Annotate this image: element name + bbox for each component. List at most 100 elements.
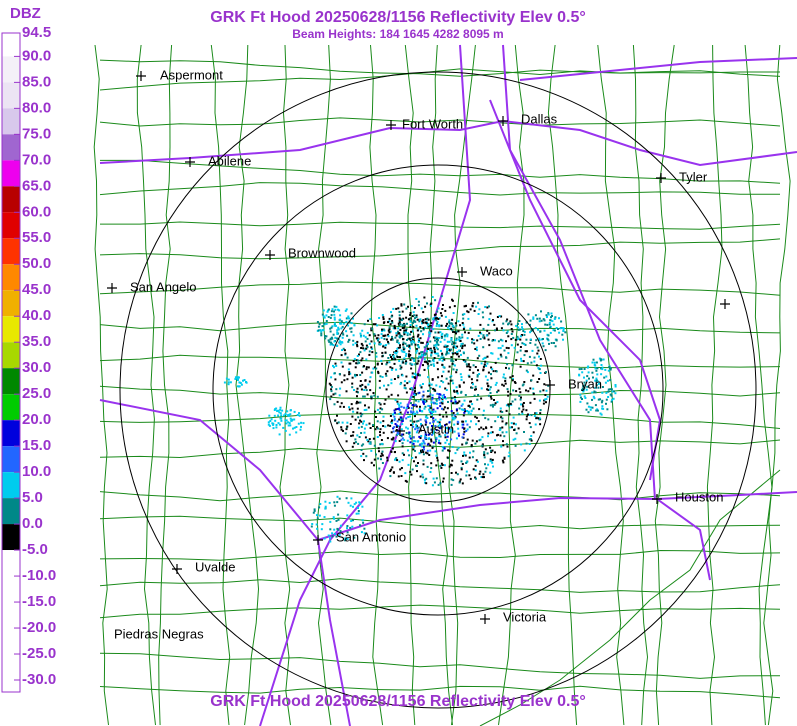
- city: San Antonio: [313, 529, 406, 545]
- echo-pixel: [591, 371, 594, 374]
- echo-pixel: [396, 339, 399, 342]
- echo-pixel: [539, 409, 542, 412]
- echo-pixel: [416, 427, 419, 430]
- echo-pixel: [295, 431, 298, 434]
- echo-pixel: [395, 368, 398, 371]
- echo-pixel: [614, 385, 617, 388]
- echo-pixel: [536, 317, 539, 320]
- echo-pixel: [463, 411, 466, 414]
- echo-pixel: [474, 469, 477, 472]
- echo-pixel: [341, 332, 344, 335]
- echo-pixel: [381, 362, 383, 365]
- echo-pixel: [452, 382, 455, 385]
- echo-pixel: [493, 323, 496, 326]
- echo-pixel: [539, 330, 542, 333]
- echo-pixel: [330, 336, 333, 339]
- echo-pixel: [429, 360, 432, 363]
- echo-pixel: [417, 344, 419, 346]
- echo-pixel: [227, 378, 230, 381]
- echo-pixel: [539, 423, 542, 426]
- echo-pixel: [390, 368, 393, 371]
- echo-pixel: [532, 393, 535, 395]
- echo-pixel: [583, 388, 585, 391]
- legend-swatch: [2, 56, 20, 83]
- echo-pixel: [406, 332, 409, 335]
- echo-pixel: [240, 383, 243, 386]
- echo-pixel: [225, 377, 228, 380]
- echo-pixel: [546, 395, 549, 398]
- echo-pixel: [427, 376, 430, 379]
- echo-pixel: [432, 417, 435, 420]
- echo-pixel: [430, 401, 433, 404]
- echo-pixel: [400, 319, 403, 322]
- echo-pixel: [499, 410, 502, 413]
- echo-pixel: [519, 338, 522, 341]
- echo-pixel: [361, 344, 364, 347]
- echo-pixel: [417, 304, 420, 307]
- echo-pixel: [440, 380, 443, 382]
- echo-pixel: [420, 424, 423, 427]
- echo-pixel: [329, 330, 332, 333]
- echo-pixel: [477, 313, 480, 315]
- echo-pixel: [612, 397, 615, 400]
- echo-pixel: [410, 424, 412, 426]
- echo-pixel: [389, 323, 392, 326]
- echo-pixel: [527, 390, 530, 393]
- echo-pixel: [532, 431, 535, 434]
- echo-pixel: [471, 386, 474, 389]
- echo-pixel: [518, 394, 521, 397]
- echo-pixel: [394, 351, 396, 354]
- echo-pixel: [403, 329, 406, 332]
- legend-swatch: [2, 342, 20, 369]
- echo-pixel: [425, 360, 428, 363]
- echo-pixel: [599, 359, 602, 362]
- echo-pixel: [419, 337, 422, 340]
- echo-pixel: [471, 456, 474, 459]
- echo-pixel: [454, 346, 457, 349]
- highway: [259, 44, 472, 726]
- echo-pixel: [365, 347, 368, 350]
- echo-pixel: [352, 505, 354, 508]
- echo-pixel: [296, 414, 299, 416]
- echo-pixel: [400, 405, 403, 408]
- echo-pixel: [479, 323, 482, 326]
- echo-pixel: [515, 359, 518, 362]
- city-marker: [185, 157, 195, 167]
- echo-pixel: [433, 388, 436, 391]
- county-line: [93, 44, 109, 726]
- echo-pixel: [370, 340, 373, 343]
- legend-label: 10.0: [22, 463, 51, 480]
- echo-pixel: [393, 357, 396, 360]
- echo-pixel: [341, 341, 344, 344]
- echo-pixel: [360, 342, 363, 345]
- echo-pixel: [336, 329, 339, 332]
- echo-pixel: [455, 332, 457, 335]
- echo-pixel: [418, 355, 421, 358]
- echo-pixel: [418, 435, 421, 438]
- echo-pixel: [410, 387, 413, 389]
- echo-pixel: [350, 403, 353, 406]
- echo-pixel: [410, 407, 413, 410]
- echo-pixel: [512, 422, 515, 425]
- echo-pixel: [444, 344, 447, 347]
- echo-pixel: [414, 428, 417, 431]
- legend-swatch: [2, 446, 20, 473]
- echo-pixel: [367, 366, 370, 369]
- echo-pixel: [346, 538, 349, 540]
- echo-pixel: [429, 405, 432, 408]
- echo-pixel: [330, 343, 333, 346]
- echo-pixel: [443, 334, 446, 337]
- echo-pixel: [431, 428, 434, 431]
- echo-pixel: [486, 452, 489, 455]
- echo-pixel: [382, 345, 385, 348]
- echo-pixel: [348, 321, 351, 324]
- echo-pixel: [466, 438, 469, 441]
- echo-pixel: [401, 310, 404, 313]
- echo-pixel: [445, 415, 448, 418]
- echo-pixel: [455, 409, 458, 412]
- echo-pixel: [601, 366, 604, 369]
- echo-pixel: [476, 339, 479, 342]
- city-label: San Angelo: [130, 279, 197, 294]
- echo-pixel: [412, 442, 415, 445]
- echo-pixel: [605, 375, 608, 378]
